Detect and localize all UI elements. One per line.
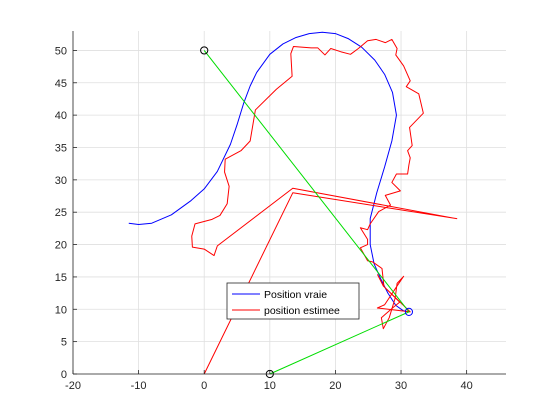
point-marker [404, 307, 414, 316]
x-tick-label: 30 [395, 380, 407, 392]
legend-label-position-vraie: Position vraie [264, 289, 327, 301]
x-tick-label: 10 [264, 380, 276, 392]
series-line-position-estimee [191, 38, 458, 375]
x-tick-label: -10 [131, 380, 147, 392]
y-tick-label: 25 [55, 207, 67, 219]
x-tick-label: 20 [329, 380, 341, 392]
legend-box [226, 282, 360, 320]
axes: -20 -10 0 10 20 30 40 0 5 10 15 20 25 30 35 40 45 50 [55, 31, 506, 392]
x-tick-label: -20 [65, 380, 81, 392]
y-tick-label: 40 [55, 110, 67, 122]
y-tick-label: 45 [55, 78, 67, 90]
y-tick-label: 10 [55, 304, 67, 316]
y-tick-label: 30 [55, 175, 67, 187]
series-line-position-vraie [128, 31, 410, 313]
x-tick-label: 0 [201, 380, 207, 392]
y-tick-label: 15 [55, 272, 67, 284]
plot-series [128, 31, 458, 375]
y-tick-label: 50 [55, 45, 67, 57]
y-tick-label: 35 [55, 142, 67, 154]
connector-line [203, 50, 410, 375]
y-tick-label: 5 [61, 337, 67, 349]
x-tick-label: 40 [461, 380, 473, 392]
y-tick-label: 0 [61, 369, 67, 381]
y-tick-label: 20 [55, 240, 67, 252]
point-marker [200, 46, 209, 55]
legend-label-position-estimee: position estimee [264, 305, 340, 317]
legend: Position vraie position estimee [226, 282, 360, 320]
